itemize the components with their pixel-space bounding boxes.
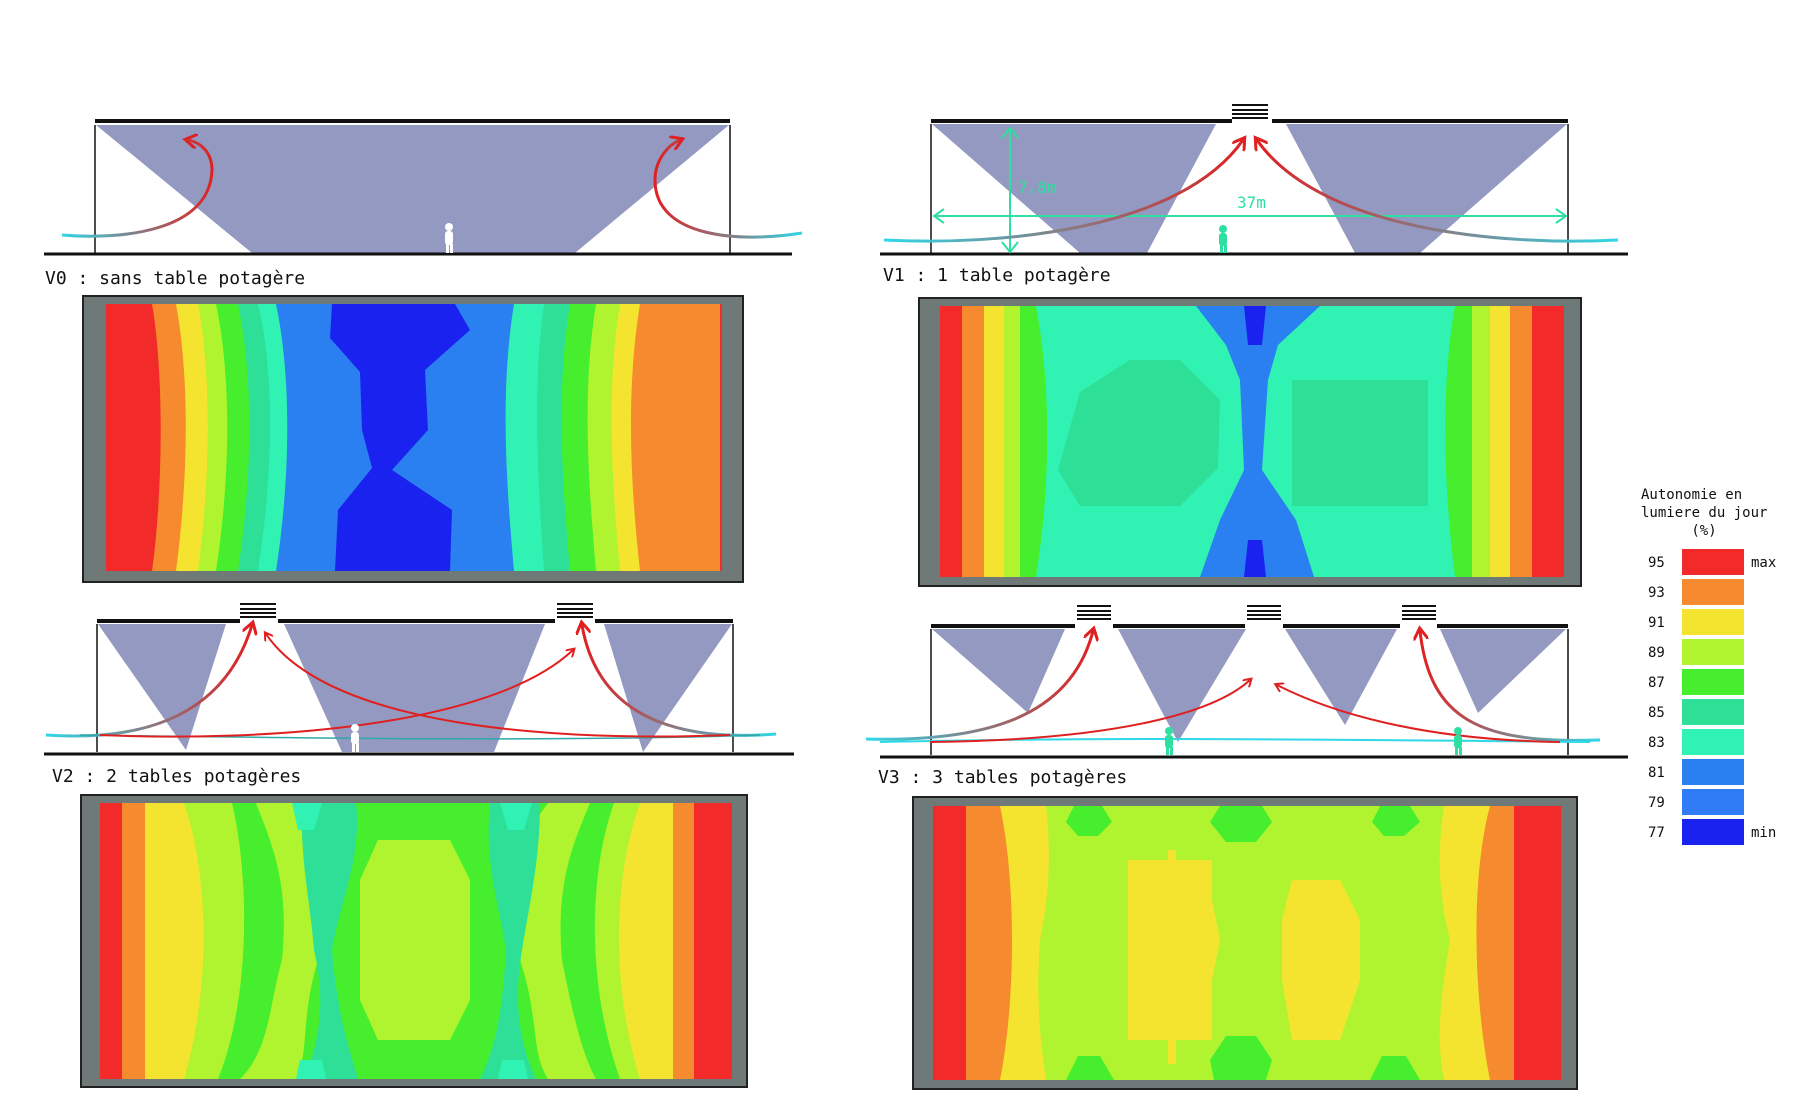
person-icon [1219, 225, 1227, 253]
skylight-icon [1077, 605, 1111, 620]
legend-entry: 79 [1648, 789, 1744, 815]
legend-value: 83 [1648, 735, 1665, 751]
legend-swatch [1682, 579, 1744, 605]
variant-label-v3: V3 : 3 tables potagères [878, 767, 1127, 788]
light-cone [1285, 629, 1397, 725]
heatmap-v1 [918, 297, 1582, 587]
person-icon [445, 223, 453, 253]
legend-entry: 89 [1648, 639, 1744, 665]
heatmap-v3 [912, 796, 1578, 1090]
legend-swatch [1682, 669, 1744, 695]
legend-entry: 95 max [1648, 549, 1776, 575]
legend-swatch [1682, 639, 1744, 665]
legend-title-line2: lumiere du jour [1641, 505, 1768, 521]
legend-swatch [1682, 609, 1744, 635]
airflow-arrow [865, 631, 1093, 741]
light-cone [1118, 629, 1246, 742]
skylight-icon [240, 603, 276, 618]
person-icon [1454, 727, 1462, 755]
section-v0 [44, 119, 803, 256]
light-cone [932, 629, 1065, 713]
light-cone [932, 124, 1216, 253]
legend-value: 79 [1648, 795, 1665, 811]
legend-value: 89 [1648, 645, 1665, 661]
skylight-icon [557, 603, 593, 618]
legend-swatch [1682, 729, 1744, 755]
legend-title: Autonomie en lumiere du jour (%) [1641, 486, 1781, 540]
variant-label-v1: V1 : 1 table potagère [883, 265, 1111, 286]
airflow-arrow [45, 625, 252, 738]
person-icon [1165, 727, 1173, 755]
airflow-arrow [1277, 685, 1561, 743]
airflow-arrow [929, 680, 1250, 743]
legend-entry: 85 [1648, 699, 1744, 725]
legend-swatch [1682, 549, 1744, 575]
legend-value: 81 [1648, 765, 1665, 781]
legend-entry: 77 min [1648, 819, 1776, 845]
light-cone [96, 125, 729, 253]
legend-title-line1: Autonomie en [1641, 487, 1743, 503]
airflow-arrow [99, 650, 573, 738]
light-cone [284, 624, 545, 752]
legend-title-line3: (%) [1691, 523, 1717, 539]
section-v3 [865, 605, 1628, 759]
dimension-width-label: 37m [1237, 193, 1266, 212]
legend-entry: 81 [1648, 759, 1744, 785]
section-v1: 7.8m 37m [880, 104, 1628, 256]
skylight-icon [1402, 605, 1436, 620]
legend-swatch [1682, 819, 1744, 845]
legend-swatch [1682, 789, 1744, 815]
legend-tag: min [1751, 825, 1776, 841]
airflow-arrow [266, 634, 731, 738]
airflow-arrow [61, 140, 214, 238]
person-icon [351, 724, 359, 752]
legend-value: 77 [1648, 825, 1665, 841]
legend-tag: max [1751, 555, 1776, 571]
airflow-arrow [653, 140, 803, 239]
airflow-arrow [883, 140, 1243, 243]
legend-value: 87 [1648, 675, 1665, 691]
light-cone [1286, 124, 1567, 253]
legend-entry: 91 [1648, 609, 1744, 635]
variant-label-v0: V0 : sans table potagère [45, 268, 305, 289]
legend-entry: 93 [1648, 579, 1744, 605]
legend-swatch [1682, 699, 1744, 725]
dimension-height-label: 7.8m [1018, 178, 1057, 197]
legend-swatch [1682, 759, 1744, 785]
airflow-arrow [1257, 140, 1619, 243]
skylight-icon [1247, 605, 1281, 620]
variant-label-v2: V2 : 2 tables potagères [52, 766, 301, 787]
skylight-icon [1232, 104, 1268, 119]
light-cone [1440, 629, 1566, 713]
section-v2 [44, 603, 794, 756]
airflow-arrow [1420, 631, 1601, 742]
light-cone [604, 624, 732, 752]
legend-entry: 83 [1648, 729, 1744, 755]
legend-value: 95 [1648, 555, 1665, 571]
legend-value: 91 [1648, 615, 1665, 631]
light-cone [98, 624, 226, 750]
legend: 95 max 93 91 89 87 85 83 81 79 77 min [1648, 549, 1776, 845]
legend-entry: 87 [1648, 669, 1744, 695]
heatmap-v0 [82, 295, 744, 583]
legend-value: 85 [1648, 705, 1665, 721]
dimension-lines [932, 126, 1568, 254]
legend-value: 93 [1648, 585, 1665, 601]
heatmap-v2 [80, 794, 748, 1088]
